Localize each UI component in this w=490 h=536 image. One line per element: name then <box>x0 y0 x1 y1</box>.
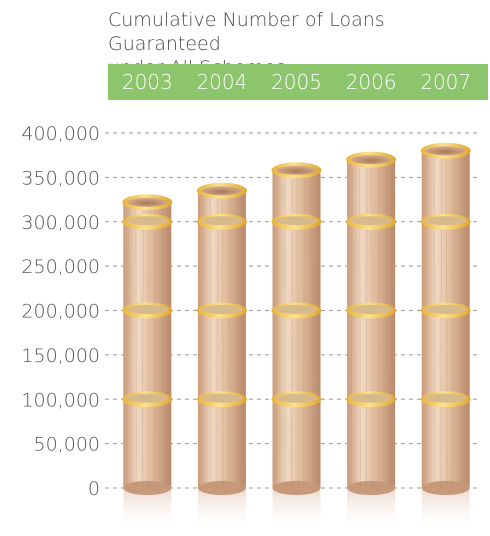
y-tick-label: 50,000 <box>34 434 100 456</box>
bar-grain <box>425 158 428 489</box>
bar-grain <box>162 210 165 489</box>
bar-grain <box>236 198 239 489</box>
bar-grain <box>440 158 443 489</box>
y-tick-label: 250,000 <box>21 256 100 278</box>
bar-grain <box>216 198 219 489</box>
bar-reflection <box>123 490 172 534</box>
bar-grain <box>147 210 150 489</box>
bar-ring-inner <box>424 216 467 226</box>
bar-grain <box>311 178 314 489</box>
bar-grain <box>291 178 293 489</box>
bar-grain <box>201 198 204 489</box>
y-tick-label: 100,000 <box>21 389 100 411</box>
category-label-2006: 2006 <box>346 70 397 94</box>
bar-reflection <box>347 490 396 534</box>
bar-2003 <box>122 194 173 534</box>
bar-grain <box>315 178 317 489</box>
y-tick-label: 0 <box>88 478 100 500</box>
bar-ring-inner <box>126 393 169 403</box>
bar-grain <box>303 178 305 489</box>
bar-top-hole <box>201 186 242 196</box>
bar-grain <box>209 198 212 489</box>
bar-reflection <box>197 490 246 534</box>
y-tick-label: 150,000 <box>21 345 100 367</box>
chart-title-line-1: Cumulative Number of Loans Guaranteed <box>108 9 385 55</box>
bar-top-hole <box>276 165 317 175</box>
bar-ring-inner <box>200 393 243 403</box>
bar-base <box>347 481 396 495</box>
bar-ring-inner <box>275 216 318 226</box>
bar-grain <box>284 178 287 489</box>
bar-ring-inner <box>350 393 393 403</box>
bar-top-hole <box>425 146 466 156</box>
bar-grain <box>240 198 243 489</box>
bar-base <box>197 481 246 495</box>
bar-ring-inner <box>200 216 243 226</box>
bar-grain <box>445 158 448 489</box>
y-tick-label: 300,000 <box>21 212 100 234</box>
bar-grain <box>153 210 156 489</box>
bar-top-hole <box>351 155 392 165</box>
bar-base <box>123 481 172 495</box>
bar-grain <box>221 198 224 489</box>
bar-ring-inner <box>424 393 467 403</box>
bar-body <box>197 190 246 488</box>
bar-grain <box>433 158 436 489</box>
bar-grain <box>165 210 168 489</box>
bar-base <box>421 481 470 495</box>
y-tick-label: 200,000 <box>21 301 100 323</box>
bar-grain <box>228 198 231 489</box>
bar-grain <box>276 178 278 489</box>
bar-ring-inner <box>350 216 393 226</box>
bar-ring-inner <box>200 305 243 314</box>
category-label-2007: 2007 <box>420 70 471 94</box>
bar-2005 <box>271 162 322 534</box>
bar-grain <box>452 158 455 489</box>
y-tick-label: 400,000 <box>21 123 100 145</box>
bar-ring-inner <box>275 393 318 403</box>
bar-body <box>421 150 470 488</box>
bar-ring-inner <box>350 305 393 314</box>
bar-grain <box>141 210 144 489</box>
category-label-2005: 2005 <box>271 70 322 94</box>
bar-ring-inner <box>275 305 318 314</box>
bar-grain <box>464 158 467 489</box>
bar-ring-inner <box>126 216 169 226</box>
bar-ring-inner <box>126 305 169 314</box>
bar-2004 <box>196 182 247 534</box>
bar-reflection <box>272 490 321 534</box>
bar-top-hole <box>127 197 168 207</box>
bar-body <box>123 202 172 488</box>
category-band <box>108 64 488 100</box>
bar-grain <box>296 178 299 489</box>
bar-reflection <box>421 490 470 534</box>
y-tick-label: 350,000 <box>21 167 100 189</box>
bar-base <box>272 481 321 495</box>
bar-2007 <box>420 142 471 534</box>
category-label-2003: 2003 <box>122 70 173 94</box>
bar-ring-inner <box>424 305 467 314</box>
category-label-2004: 2004 <box>196 70 247 94</box>
bar-grain <box>460 158 463 489</box>
bar-2006 <box>346 151 397 534</box>
bar-grain <box>126 210 129 489</box>
bar-grain <box>135 210 138 489</box>
